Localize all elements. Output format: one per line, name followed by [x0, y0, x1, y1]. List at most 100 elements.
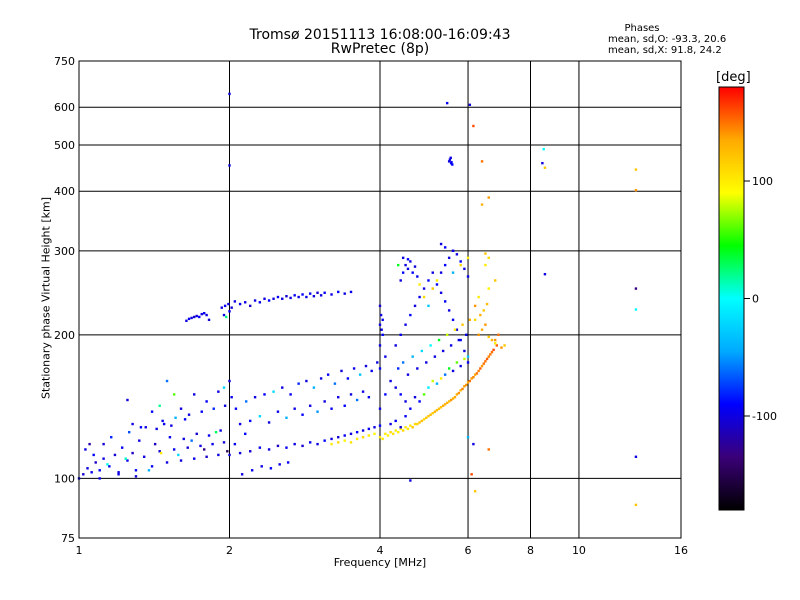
- data-point: [330, 442, 333, 446]
- data-point: [406, 373, 410, 376]
- data-point: [373, 432, 376, 436]
- data-point: [482, 362, 485, 365]
- data-point: [127, 430, 131, 434]
- data-point: [439, 377, 443, 380]
- data-point: [492, 348, 495, 352]
- data-point: [465, 333, 468, 337]
- data-point: [238, 302, 242, 306]
- data-point: [205, 455, 208, 458]
- data-point: [301, 444, 304, 448]
- data-point: [443, 263, 447, 267]
- data-point: [433, 410, 437, 413]
- data-point: [441, 404, 445, 407]
- data-point: [420, 419, 424, 423]
- data-point: [250, 469, 254, 472]
- data-point: [487, 287, 490, 290]
- data-point: [634, 188, 638, 192]
- data-point: [634, 168, 638, 171]
- data-point: [316, 442, 319, 446]
- data-point: [451, 397, 455, 400]
- data-point: [102, 457, 105, 460]
- data-point: [480, 364, 484, 368]
- data-point: [416, 275, 419, 278]
- x-tick-label: 16: [674, 544, 688, 557]
- data-point: [449, 344, 453, 347]
- data-point: [376, 361, 379, 364]
- data-point: [378, 304, 382, 308]
- data-point: [120, 446, 124, 449]
- data-point: [126, 459, 129, 462]
- data-point: [482, 309, 485, 312]
- data-point: [472, 375, 475, 379]
- data-point: [165, 379, 169, 383]
- x-ticks: 1 2 4 6 8 10 16: [76, 544, 689, 557]
- data-point: [394, 386, 397, 389]
- y-ticks: 750 600 500 400 300 200 100 75: [54, 55, 75, 545]
- data-point: [168, 436, 172, 439]
- data-point: [312, 294, 316, 298]
- data-point: [308, 404, 312, 407]
- data-point: [422, 418, 426, 421]
- data-point: [463, 267, 466, 271]
- data-point: [90, 471, 93, 474]
- data-point: [413, 265, 417, 268]
- data-point: [479, 313, 482, 317]
- colorbar-tick-label: 0: [752, 293, 759, 306]
- data-point: [370, 369, 373, 373]
- data-point: [451, 249, 455, 253]
- data-point: [244, 432, 247, 436]
- data-point: [429, 413, 432, 416]
- data-point: [158, 404, 161, 407]
- data-point: [466, 361, 470, 364]
- data-point: [381, 318, 384, 322]
- data-point: [355, 437, 359, 441]
- data-point: [459, 389, 462, 392]
- data-point: [459, 263, 462, 267]
- data-point: [484, 263, 487, 267]
- data-point: [477, 295, 480, 299]
- data-point: [413, 422, 417, 426]
- data-point: [139, 426, 143, 429]
- data-point: [124, 457, 127, 460]
- data-point: [110, 436, 113, 439]
- data-point: [272, 297, 275, 300]
- data-point: [541, 161, 544, 165]
- data-point: [448, 158, 452, 161]
- data-point: [84, 448, 87, 451]
- data-point: [227, 302, 230, 306]
- data-point: [406, 258, 410, 261]
- data-point: [443, 300, 447, 303]
- data-point: [420, 349, 424, 353]
- data-point: [381, 333, 384, 337]
- data-point: [634, 308, 638, 311]
- chart-title: Tromsø 20151113 16:08:00-16:09:43: [249, 27, 511, 43]
- data-point: [161, 419, 164, 423]
- data-point: [384, 355, 387, 358]
- data-point: [212, 407, 215, 410]
- data-point: [367, 395, 371, 399]
- data-point: [399, 333, 402, 337]
- data-point: [102, 442, 105, 446]
- data-point: [198, 315, 201, 319]
- data-point: [276, 410, 280, 413]
- data-point: [634, 287, 638, 290]
- data-point: [490, 338, 494, 342]
- data-point: [477, 333, 480, 337]
- data-point: [316, 410, 319, 413]
- data-point: [222, 441, 226, 444]
- data-point: [361, 429, 365, 432]
- data-point: [349, 290, 353, 294]
- data-point: [337, 436, 340, 439]
- data-point: [172, 448, 176, 451]
- data-point: [312, 386, 316, 389]
- data-point: [485, 357, 489, 361]
- data-point: [98, 477, 101, 480]
- data-point: [391, 432, 395, 436]
- data-point: [489, 353, 492, 356]
- data-point: [447, 256, 451, 260]
- data-point: [214, 430, 218, 434]
- data-point: [343, 434, 346, 437]
- data-point: [238, 422, 242, 426]
- data-point: [445, 401, 449, 405]
- data-point: [361, 390, 365, 393]
